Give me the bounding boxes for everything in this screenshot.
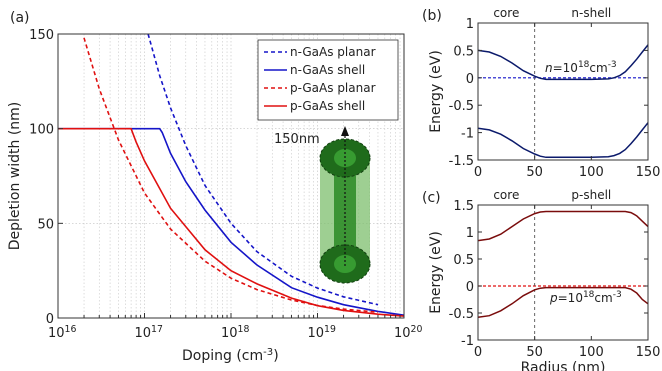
panel-label-a: (a) [10, 10, 30, 26]
y-tick-label: 1.5 [453, 199, 474, 214]
legend-a: n-GaAs planar n-GaAs shell p-GaAs planar p-… [257, 39, 399, 121]
panel-label-b: (b) [422, 8, 442, 24]
y-tick-label: 0.5 [453, 44, 474, 59]
y-tick-label: -1.5 [449, 154, 474, 169]
y-tick-label: 1 [466, 17, 474, 32]
conduction-band-line [477, 210, 649, 242]
annotation-150nm: 150nm [274, 132, 320, 147]
x-tick-label: 150 [636, 345, 661, 360]
y-axis-label: Energy (eV) [428, 231, 444, 314]
region-label-core: core [493, 188, 519, 202]
doping-label: p=1018cm-3 [549, 290, 622, 305]
legend-entry: n-GaAs shell [290, 63, 365, 77]
valence-band-line [477, 286, 649, 319]
legend-entry: p-GaAs planar [290, 81, 376, 95]
series-line-n-gaas-planar [147, 33, 379, 306]
x-tick-label-a: 1018 [221, 324, 249, 341]
legend-entry: n-GaAs planar [290, 45, 376, 59]
panel-a: (a) 1016 1017 1018 1019 1020 0 50 100 150 Doping (… [7, 10, 422, 364]
nanowire-core [334, 158, 356, 264]
x-tick-label-a: 1016 [48, 324, 76, 341]
x-tick-label: 0 [474, 165, 482, 180]
y-tick-label: 0 [466, 72, 474, 87]
x-tick-label: 50 [526, 165, 543, 180]
x-tick-label: 150 [636, 165, 661, 180]
x-tick-label: 50 [526, 345, 543, 360]
series-line-n-gaas-shell [58, 127, 405, 316]
y-tick-label: 0.5 [453, 253, 474, 268]
x-axis-label-a: Doping (cm-3) [182, 347, 279, 364]
panel-c: (c) 0 50 100 150 -1 -0.5 0 0.5 1 1.5 Energy (eV) Rad… [422, 188, 660, 371]
y-tick-label: -1 [461, 334, 474, 349]
nanowire-illustration [319, 126, 371, 284]
y-tick-label: 1 [466, 226, 474, 241]
region-label-shell: n-shell [571, 6, 611, 20]
x-tick-label: 100 [579, 165, 604, 180]
y-tick-label-a: 100 [29, 123, 54, 138]
doping-label: n=1018cm-3 [545, 60, 617, 75]
x-tick-label: 0 [474, 345, 482, 360]
panel-label-c: (c) [422, 190, 441, 206]
plot-frame-b [477, 22, 649, 161]
y-axis-label-a: Depletion width (nm) [7, 102, 23, 251]
legend-entry: p-GaAs shell [290, 99, 365, 113]
series-line-p-gaas-shell [58, 127, 405, 317]
y-tick-label: 0 [466, 280, 474, 295]
y-axis-label: Energy (eV) [428, 50, 444, 133]
y-tick-label: -0.5 [449, 99, 474, 114]
panel-b: (b) 0 50 100 150 -1.5 -1 -0.5 0 0.5 1 Energy (eV) co… [422, 6, 660, 180]
y-tick-label-a: 50 [37, 217, 54, 232]
y-tick-label-a: 150 [29, 28, 54, 43]
x-axis-label: Radius (nm) [521, 360, 606, 371]
series-line-p-gaas-planar [83, 37, 379, 314]
x-tick-label-a: 1020 [394, 324, 422, 341]
plot-frame-c [477, 204, 649, 341]
conduction-band-line [477, 44, 649, 81]
region-label-shell: p-shell [571, 188, 611, 202]
y-tick-label: -0.5 [449, 307, 474, 322]
x-tick-label: 100 [579, 345, 604, 360]
y-tick-label-a: 0 [46, 312, 54, 327]
arrow-head [341, 126, 349, 136]
valence-band-line [477, 122, 649, 159]
region-label-core: core [493, 6, 519, 20]
x-tick-label-a: 1017 [135, 324, 163, 341]
x-tick-label-a: 1019 [308, 324, 336, 341]
y-tick-label: -1 [461, 127, 474, 142]
